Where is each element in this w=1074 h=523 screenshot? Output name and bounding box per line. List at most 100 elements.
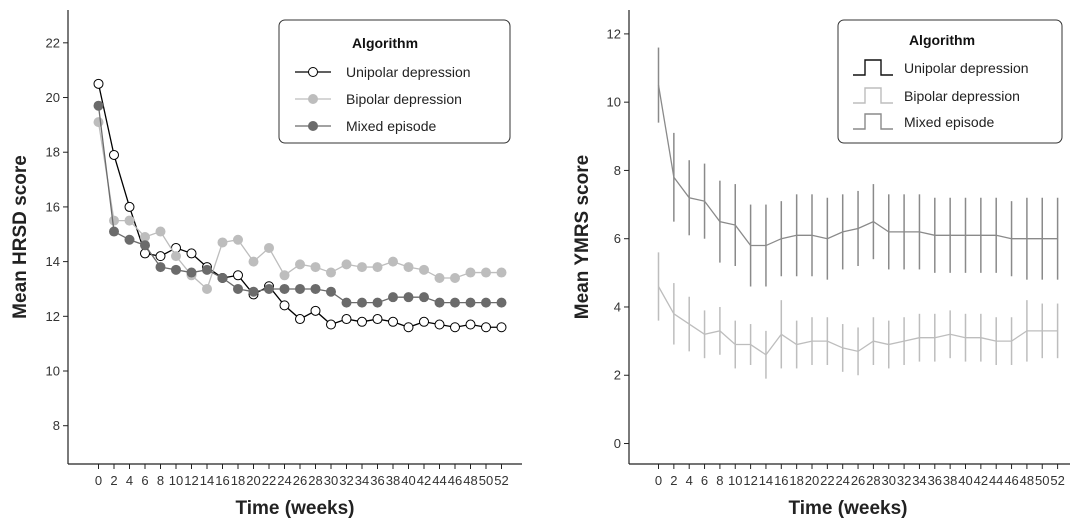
hrsd-x-tick-label: 18	[231, 473, 245, 488]
ymrs-y-tick-label: 8	[614, 163, 621, 178]
ymrs-x-tick-label: 12	[743, 473, 757, 488]
hrsd-point-mixed-episode	[481, 297, 491, 308]
hrsd-point-bipolar-depression	[217, 237, 228, 248]
ymrs-legend-errorbar-symbol	[853, 87, 893, 104]
ymrs-x-tick-label: 52	[1050, 473, 1064, 488]
hrsd-point-bipolar-depression	[372, 262, 383, 273]
hrsd-series-bipolar-depression	[93, 117, 507, 294]
hrsd-point-unipolar-depression	[124, 201, 135, 212]
hrsd-point-unipolar-depression	[233, 270, 243, 281]
hrsd-point-bipolar-depression	[279, 270, 290, 281]
ymrs-y-tick-label: 2	[614, 368, 621, 383]
hrsd-series	[93, 78, 507, 333]
hrsd-point-bipolar-depression	[248, 256, 259, 267]
ymrs-legend-title: Algorithm	[909, 32, 975, 48]
ymrs-x-tick-label: 16	[774, 473, 788, 488]
hrsd-y-tick-label: 22	[46, 35, 60, 50]
hrsd-legend-label: Mixed episode	[346, 118, 436, 134]
hrsd-legend-item-bipolar-depression: Bipolar depression	[295, 91, 462, 107]
hrsd-point-mixed-episode	[341, 297, 352, 308]
ymrs-x-tick-label: 2	[670, 473, 677, 488]
ymrs-x-tick-label: 24	[835, 473, 849, 488]
hrsd-legend-marker	[308, 121, 318, 131]
ymrs-x-tick-label: 18	[789, 473, 803, 488]
ymrs-x-tick-label: 22	[820, 473, 834, 488]
hrsd-x-tick-label: 20	[246, 473, 260, 488]
hrsd-point-bipolar-depression	[155, 226, 166, 237]
ymrs-y-tick-label: 4	[614, 299, 621, 314]
hrsd-y-tick-label: 20	[46, 90, 60, 105]
hrsd-point-bipolar-depression	[109, 215, 119, 226]
hrsd-x-tick-label: 22	[262, 473, 276, 488]
hrsd-point-bipolar-depression	[450, 273, 460, 284]
ymrs-y-tick-label: 0	[614, 436, 621, 451]
hrsd-point-mixed-episode	[248, 286, 259, 297]
ymrs-legend-item-mixed-episode: Mixed episode	[853, 113, 994, 130]
hrsd-point-bipolar-depression	[326, 267, 336, 278]
ymrs-x-tick-label: 50	[1035, 473, 1049, 488]
ymrs-x-tick-label: 30	[882, 473, 896, 488]
hrsd-point-mixed-episode	[465, 297, 476, 308]
hrsd-y-tick-label: 18	[46, 145, 60, 160]
hrsd-point-mixed-episode	[419, 292, 429, 303]
hrsd-point-unipolar-depression	[434, 319, 445, 330]
hrsd-point-bipolar-depression	[140, 232, 150, 242]
hrsd-point-mixed-episode	[434, 297, 445, 308]
hrsd-y-axis-title: Mean HRSD score	[10, 155, 31, 319]
ymrs-x-tick-label: 6	[701, 473, 708, 488]
ymrs-x-tick-label: 34	[912, 473, 926, 488]
hrsd-y-tick-label: 12	[46, 309, 60, 324]
hrsd-x-tick-label: 0	[95, 473, 102, 488]
hrsd-point-bipolar-depression	[171, 251, 181, 262]
hrsd-point-unipolar-depression	[341, 314, 352, 325]
hrsd-point-mixed-episode	[295, 283, 305, 294]
hrsd-point-bipolar-depression	[465, 267, 476, 278]
hrsd-legend: Algorithm Unipolar depression Bipolar dep…	[278, 19, 511, 144]
hrsd-point-unipolar-depression	[279, 300, 290, 311]
hrsd-point-mixed-episode	[124, 234, 135, 245]
hrsd-point-mixed-episode	[186, 267, 197, 278]
hrsd-point-unipolar-depression	[155, 251, 166, 262]
hrsd-point-bipolar-depression	[481, 267, 491, 278]
hrsd-point-mixed-episode	[140, 240, 150, 251]
hrsd-point-mixed-episode	[93, 100, 104, 111]
hrsd-point-mixed-episode	[388, 292, 398, 303]
hrsd-point-mixed-episode	[233, 283, 243, 294]
hrsd-point-bipolar-depression	[341, 259, 352, 270]
hrsd-legend-marker	[308, 94, 318, 104]
hrsd-legend-title: Algorithm	[352, 35, 418, 51]
hrsd-x-tick-label: 12	[184, 473, 198, 488]
ymrs-x-tick-label: 0	[655, 473, 662, 488]
hrsd-x-tick-label: 48	[463, 473, 477, 488]
ymrs-x-tick-label: 32	[897, 473, 911, 488]
hrsd-x-tick-label: 50	[479, 473, 493, 488]
hrsd-x-tick-label: 16	[215, 473, 229, 488]
hrsd-x-tick-label: 44	[432, 473, 446, 488]
ymrs-y-tick-label: 10	[607, 95, 621, 110]
hrsd-point-unipolar-depression	[450, 322, 460, 333]
hrsd-point-bipolar-depression	[93, 117, 104, 128]
hrsd-point-bipolar-depression	[124, 215, 135, 226]
ymrs-series-mixed-episode	[657, 47, 1059, 287]
hrsd-point-mixed-episode	[171, 264, 181, 275]
ymrs-legend: Algorithm Unipolar depression Bipolar dep…	[837, 19, 1063, 144]
hrsd-x-axis-title: Time (weeks)	[236, 498, 355, 519]
hrsd-legend-label: Unipolar depression	[346, 64, 471, 80]
hrsd-point-unipolar-depression	[186, 248, 197, 259]
hrsd-point-mixed-episode	[264, 283, 274, 294]
hrsd-point-bipolar-depression	[310, 262, 321, 273]
hrsd-point-unipolar-depression	[403, 322, 414, 333]
hrsd-point-bipolar-depression	[264, 242, 274, 253]
hrsd-point-bipolar-depression	[388, 256, 398, 267]
hrsd-x-tick-label: 24	[277, 473, 291, 488]
hrsd-point-unipolar-depression	[295, 314, 305, 325]
ymrs-x-tick-label: 48	[1020, 473, 1034, 488]
hrsd-x-tick-label: 28	[308, 473, 322, 488]
hrsd-legend-box	[278, 19, 511, 144]
ymrs-y-tick-label: 6	[614, 231, 621, 246]
ymrs-x-tick-label: 8	[716, 473, 723, 488]
ymrs-legend-errorbar-symbol	[853, 113, 893, 130]
hrsd-point-bipolar-depression	[496, 267, 507, 278]
ymrs-x-tick-label: 38	[943, 473, 957, 488]
